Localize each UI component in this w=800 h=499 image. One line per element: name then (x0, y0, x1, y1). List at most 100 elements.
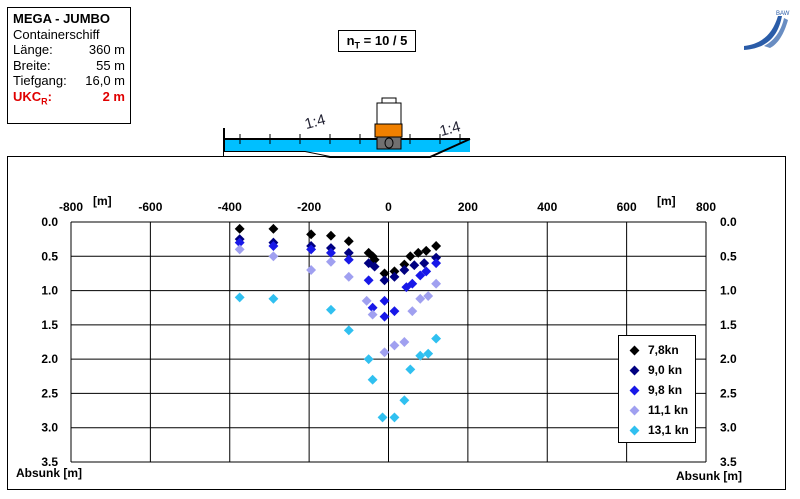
data-point-series-0 (268, 223, 279, 234)
legend-marker-icon (629, 385, 640, 395)
info-value: 16,0 m (85, 73, 125, 88)
data-point-series-2 (421, 266, 432, 277)
data-point-series-0 (306, 229, 317, 240)
data-point-series-2 (379, 311, 390, 322)
y-tick-label-left: 2.5 (41, 386, 58, 400)
x-unit-right: [m] (657, 194, 676, 208)
ukc-label: UKCR: (13, 88, 53, 107)
legend-marker-icon (629, 425, 640, 435)
baw-logo-icon: BAW (744, 11, 790, 50)
data-point-series-3 (379, 347, 390, 358)
info-row-length: Länge: 360 m (13, 42, 125, 58)
x-tick-label: 400 (537, 200, 557, 214)
data-point-series-2 (407, 278, 418, 289)
data-point-series-3 (367, 309, 378, 320)
y-tick-label-right: 1.0 (720, 284, 737, 298)
legend-label: 7,8kn (648, 343, 679, 357)
data-point-series-4 (389, 412, 400, 423)
x-tick-label: 600 (617, 200, 637, 214)
data-point-series-3 (407, 306, 418, 317)
legend: 7,8kn 9,0 kn 9,8 kn 11,1 kn 13,1 kn (618, 335, 696, 443)
info-row-draft: Tiefgang: 16,0 m (13, 73, 125, 89)
data-point-series-2 (306, 244, 317, 255)
info-row-width: Breite: 55 m (13, 58, 125, 74)
data-point-series-0 (431, 241, 442, 251)
legend-item: 9,0 kn (625, 360, 689, 380)
info-label: Länge: (13, 42, 53, 57)
x-tick-label: 200 (458, 200, 478, 214)
data-point-series-2 (326, 247, 336, 258)
data-point-series-4 (363, 354, 374, 365)
legend-item: 7,8kn (625, 340, 689, 360)
x-tick-label: -200 (297, 200, 321, 214)
legend-marker-icon (629, 405, 640, 415)
data-point-series-3 (389, 340, 400, 351)
y-tick-label-left: 3.5 (41, 455, 58, 469)
legend-label: 11,1 kn (648, 403, 689, 417)
data-point-series-2 (367, 302, 378, 313)
data-point-series-3 (268, 251, 279, 262)
water-area (224, 139, 470, 152)
data-point-series-4 (405, 364, 416, 375)
data-point-series-0 (379, 268, 390, 279)
y-tick-label-right: 2.5 (720, 386, 737, 400)
x-unit-left: [m] (93, 194, 112, 208)
info-value: 55 m (96, 57, 125, 73)
data-point-series-2 (343, 254, 354, 265)
data-point-series-4 (423, 348, 434, 359)
ukc-value: 2 m (102, 88, 125, 104)
data-point-series-0 (234, 223, 245, 234)
data-point-series-1 (431, 252, 442, 263)
legend-marker-icon (629, 345, 640, 355)
data-point-series-4 (268, 293, 279, 304)
channel-cross-section: 1:4 1:4 (223, 97, 471, 158)
data-point-series-1 (389, 271, 400, 282)
data-point-series-3 (306, 265, 317, 275)
data-point-series-0 (326, 230, 336, 241)
y-tick-label-right: 3.0 (720, 421, 737, 435)
data-point-series-0 (421, 245, 432, 256)
ship-title: MEGA - JUMBO (13, 11, 111, 26)
info-row-ukc: UKCR: 2 m (13, 89, 125, 110)
x-tick-label: -600 (138, 200, 162, 214)
y-tick-label-left: 1.5 (41, 318, 58, 332)
svg-text:BAW: BAW (776, 11, 790, 17)
data-point-series-4 (343, 325, 354, 336)
data-point-series-4 (367, 374, 378, 385)
data-point-series-2 (415, 270, 426, 281)
legend-label: 13,1 kn (648, 423, 689, 437)
info-value: 360 m (88, 42, 125, 57)
data-point-series-1 (419, 258, 430, 269)
data-point-series-2 (234, 237, 245, 248)
data-point-series-2 (268, 241, 279, 251)
data-point-series-2 (389, 306, 400, 317)
data-point-series-4 (399, 395, 410, 406)
data-point-series-4 (415, 350, 426, 361)
y-tick-label-right: 1.5 (720, 318, 737, 332)
y-tick-label-left: 3.0 (41, 421, 58, 435)
data-point-series-0 (405, 251, 416, 262)
x-tick-label: 800 (696, 200, 716, 214)
data-point-series-3 (343, 271, 354, 282)
data-point-series-2 (431, 258, 442, 269)
data-point-series-3 (431, 278, 442, 289)
y-tick-label-right: 3.5 (720, 455, 737, 469)
x-tick-label: -800 (59, 200, 83, 214)
y-axis-title-right: Absunk [m] (676, 469, 742, 483)
ship-type: Containerschiff (13, 26, 100, 42)
info-label: Tiefgang: (13, 73, 67, 88)
chart-frame (7, 156, 786, 490)
legend-label: 9,0 kn (648, 363, 683, 377)
data-point-series-4 (234, 292, 245, 303)
data-point-series-3 (361, 295, 372, 306)
data-point-series-0 (343, 236, 354, 247)
legend-item: 13,1 kn (625, 420, 689, 440)
slope-right-label: 1:4 (438, 118, 463, 140)
ship-info-box: MEGA - JUMBO Containerschiff Länge: 360 m… (7, 7, 131, 124)
data-point-series-4 (377, 412, 388, 423)
data-point-series-1 (343, 247, 354, 258)
y-tick-label-right: 2.0 (720, 352, 737, 366)
y-axis-title-left: Absunk [m] (16, 466, 82, 480)
data-point-series-3 (423, 291, 434, 302)
y-tick-label-right: 0.0 (720, 215, 737, 229)
